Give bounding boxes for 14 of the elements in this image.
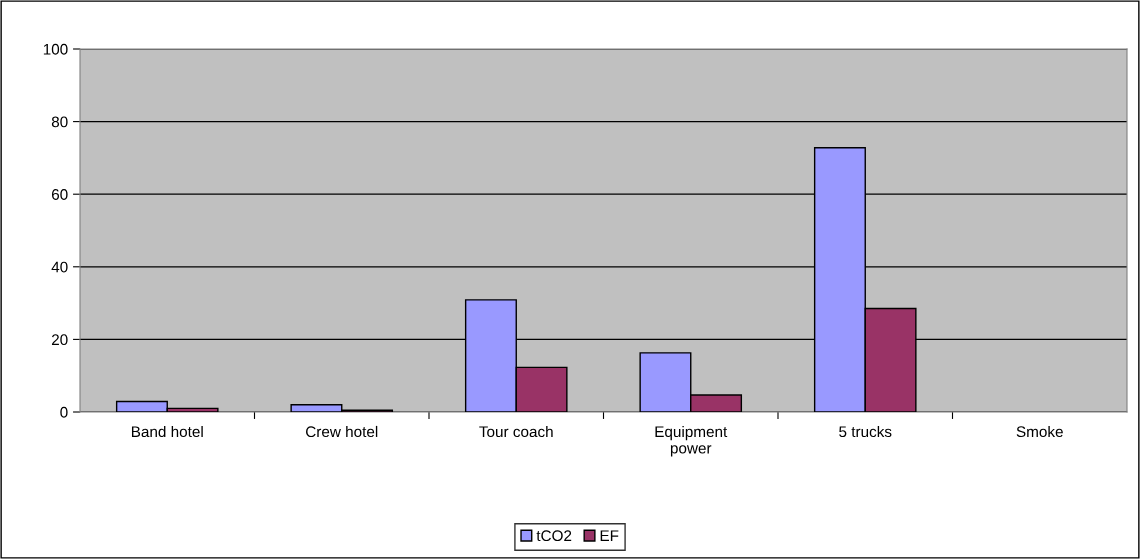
x-tick-label: Crew hotel — [306, 425, 378, 438]
y-tick-label: 60 — [51, 189, 68, 200]
x-tick-label: Equipment power — [655, 425, 728, 457]
x-tick-label: Tour coach — [479, 425, 553, 438]
y-tick-label: 0 — [60, 406, 68, 418]
x-tick-label: 5 trucks — [839, 425, 892, 438]
y-tick-label: 20 — [51, 334, 68, 346]
x-tick-label: Band hotel — [131, 425, 203, 438]
y-tick-label: 40 — [51, 261, 68, 273]
y-tick-label: 100 — [43, 43, 68, 55]
x-tick-label: Smoke — [1016, 425, 1063, 438]
legend-label: tCO2 — [536, 530, 572, 542]
legend-label: EF — [600, 530, 619, 541]
y-tick-label: 80 — [51, 116, 68, 128]
